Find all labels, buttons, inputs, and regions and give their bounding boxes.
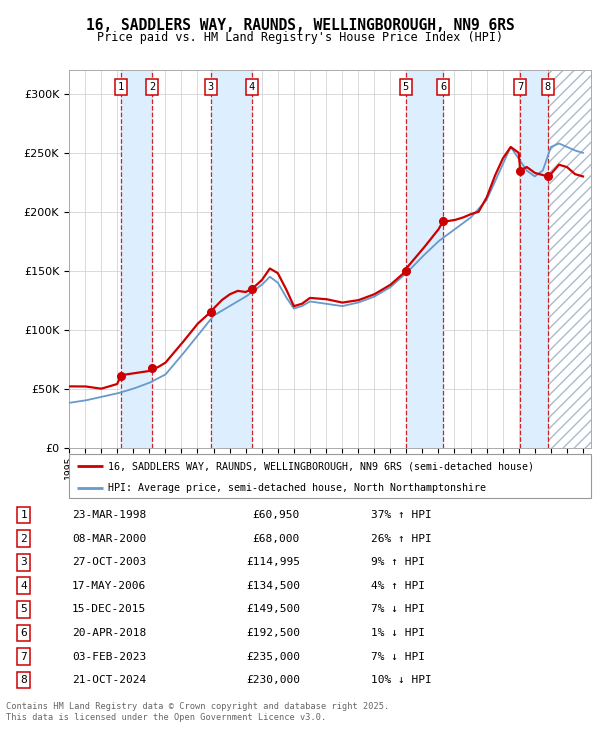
Text: 16, SADDLERS WAY, RAUNDS, WELLINGBOROUGH, NN9 6RS: 16, SADDLERS WAY, RAUNDS, WELLINGBOROUGH…: [86, 18, 514, 33]
Bar: [520, 70, 548, 448]
Bar: [211, 70, 252, 448]
Text: £149,500: £149,500: [246, 605, 300, 614]
Text: 4: 4: [20, 581, 27, 591]
Text: 37% ↑ HPI: 37% ↑ HPI: [371, 510, 431, 520]
Text: £134,500: £134,500: [246, 581, 300, 591]
Text: £192,500: £192,500: [246, 628, 300, 638]
Text: 03-FEB-2023: 03-FEB-2023: [72, 651, 146, 662]
FancyBboxPatch shape: [69, 454, 591, 498]
Bar: [548, 70, 591, 448]
Text: 7: 7: [20, 651, 27, 662]
Text: 26% ↑ HPI: 26% ↑ HPI: [371, 534, 431, 544]
Bar: [548, 70, 591, 448]
Text: £230,000: £230,000: [246, 675, 300, 685]
Text: 5: 5: [403, 82, 409, 92]
Text: 7% ↓ HPI: 7% ↓ HPI: [371, 651, 425, 662]
Text: 9% ↑ HPI: 9% ↑ HPI: [371, 557, 425, 567]
Text: £68,000: £68,000: [253, 534, 300, 544]
Text: 2: 2: [20, 534, 27, 544]
Text: Price paid vs. HM Land Registry's House Price Index (HPI): Price paid vs. HM Land Registry's House …: [97, 31, 503, 44]
Text: 1: 1: [118, 82, 124, 92]
Bar: [121, 70, 152, 448]
Text: HPI: Average price, semi-detached house, North Northamptonshire: HPI: Average price, semi-detached house,…: [108, 483, 486, 494]
Text: 20-APR-2018: 20-APR-2018: [72, 628, 146, 638]
Text: 08-MAR-2000: 08-MAR-2000: [72, 534, 146, 544]
Text: 7% ↓ HPI: 7% ↓ HPI: [371, 605, 425, 614]
Text: 3: 3: [208, 82, 214, 92]
Text: £60,950: £60,950: [253, 510, 300, 520]
Text: 2: 2: [149, 82, 155, 92]
Text: £114,995: £114,995: [246, 557, 300, 567]
Text: 8: 8: [545, 82, 551, 92]
Text: 3: 3: [20, 557, 27, 567]
Text: 27-OCT-2003: 27-OCT-2003: [72, 557, 146, 567]
Text: 21-OCT-2024: 21-OCT-2024: [72, 675, 146, 685]
Text: Contains HM Land Registry data © Crown copyright and database right 2025.: Contains HM Land Registry data © Crown c…: [6, 702, 389, 710]
Text: 17-MAY-2006: 17-MAY-2006: [72, 581, 146, 591]
Text: 1% ↓ HPI: 1% ↓ HPI: [371, 628, 425, 638]
Text: This data is licensed under the Open Government Licence v3.0.: This data is licensed under the Open Gov…: [6, 713, 326, 722]
Text: 7: 7: [517, 82, 523, 92]
Text: 10% ↓ HPI: 10% ↓ HPI: [371, 675, 431, 685]
Text: 8: 8: [20, 675, 27, 685]
Text: £235,000: £235,000: [246, 651, 300, 662]
Text: 5: 5: [20, 605, 27, 614]
Text: 23-MAR-1998: 23-MAR-1998: [72, 510, 146, 520]
Text: 16, SADDLERS WAY, RAUNDS, WELLINGBOROUGH, NN9 6RS (semi-detached house): 16, SADDLERS WAY, RAUNDS, WELLINGBOROUGH…: [108, 461, 534, 471]
Text: 6: 6: [20, 628, 27, 638]
Text: 4% ↑ HPI: 4% ↑ HPI: [371, 581, 425, 591]
Text: 15-DEC-2015: 15-DEC-2015: [72, 605, 146, 614]
Text: 4: 4: [248, 82, 255, 92]
Bar: [406, 70, 443, 448]
Text: 6: 6: [440, 82, 446, 92]
Text: 1: 1: [20, 510, 27, 520]
